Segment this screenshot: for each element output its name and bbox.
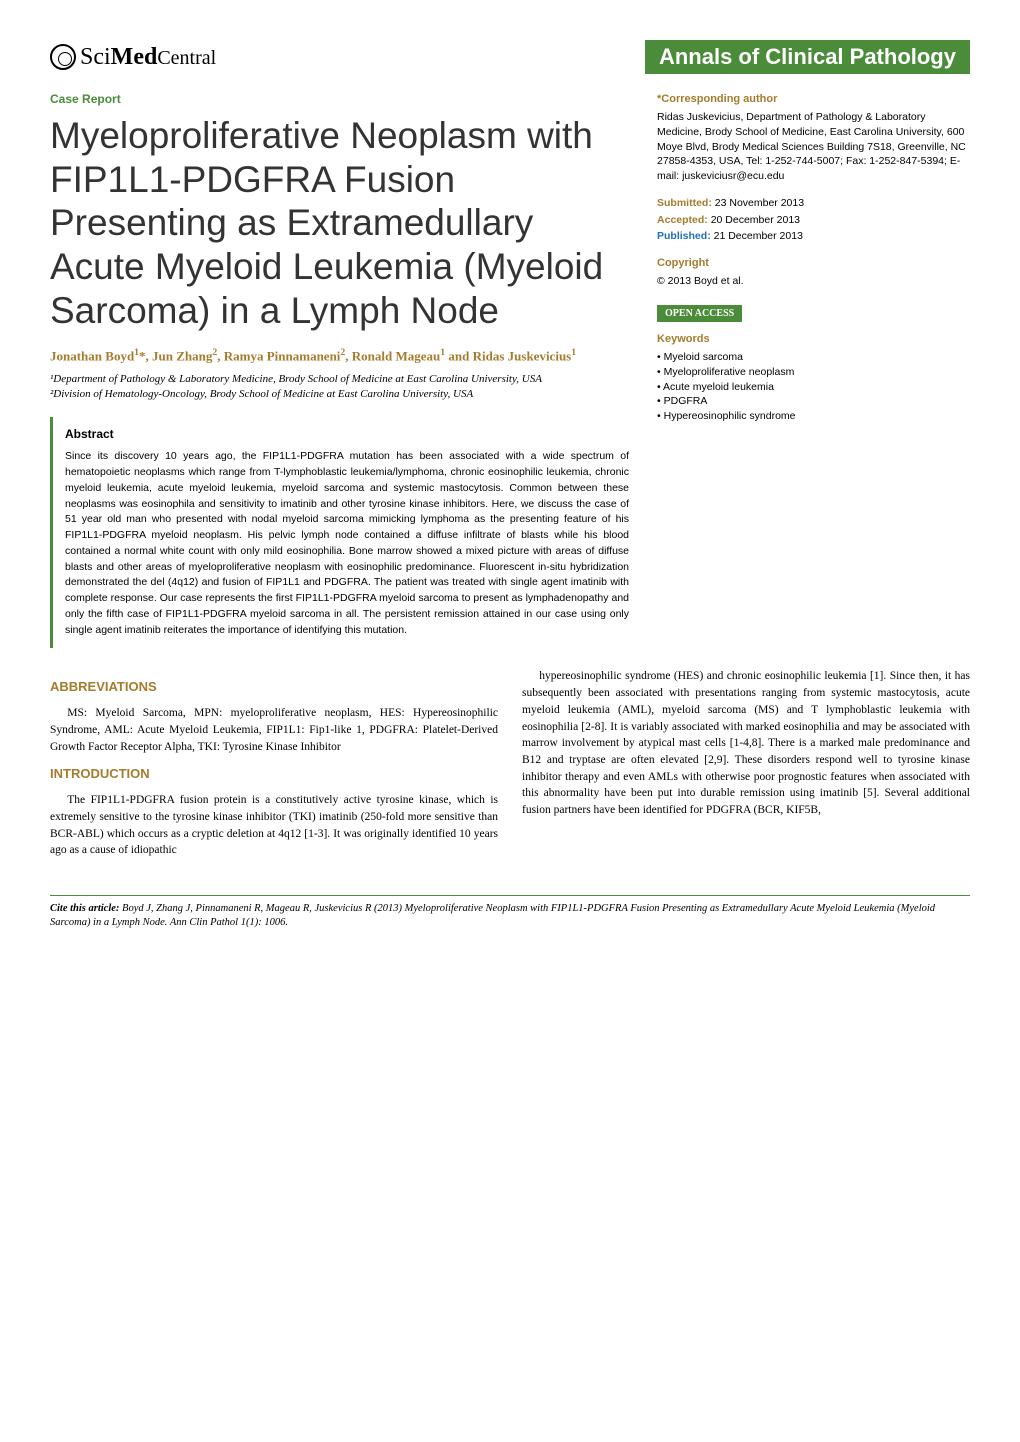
keywords-list: Myeloid sarcoma Myeloproliferative neopl… bbox=[657, 350, 970, 423]
copyright-block: Copyright © 2013 Boyd et al. bbox=[657, 256, 970, 289]
logo-sci: Sci bbox=[80, 44, 111, 70]
abstract-box: Abstract Since its discovery 10 years ag… bbox=[50, 417, 629, 648]
submitted-value: 23 November 2013 bbox=[715, 197, 804, 209]
submitted-label: Submitted: bbox=[657, 197, 712, 209]
header-row: SciMedCentral Annals of Clinical Patholo… bbox=[50, 40, 970, 74]
publisher-name: SciMedCentral bbox=[80, 44, 216, 71]
keyword-item: Hypereosinophilic syndrome bbox=[657, 409, 970, 424]
affiliations: ¹Department of Pathology & Laboratory Me… bbox=[50, 372, 629, 402]
article-title: Myeloproliferative Neoplasm with FIP1L1-… bbox=[50, 114, 629, 332]
submitted-line: Submitted: 23 November 2013 bbox=[657, 196, 970, 211]
abstract-text: Since its discovery 10 years ago, the FI… bbox=[65, 449, 629, 638]
introduction-heading: INTRODUCTION bbox=[50, 765, 498, 784]
keywords-block: Keywords Myeloid sarcoma Myeloproliferat… bbox=[657, 332, 970, 424]
citation-bar: Cite this article: Boyd J, Zhang J, Pinn… bbox=[50, 895, 970, 930]
affiliation-1: ¹Department of Pathology & Laboratory Me… bbox=[50, 372, 629, 387]
published-label: Published: bbox=[657, 230, 711, 242]
keyword-item: Myeloid sarcoma bbox=[657, 350, 970, 365]
published-line: Published: 21 December 2013 bbox=[657, 229, 970, 244]
published-value: 21 December 2013 bbox=[714, 230, 803, 242]
sidebar-column: *Corresponding author Ridas Juskevicius,… bbox=[657, 92, 970, 668]
introduction-p2: hypereosinophilic syndrome (HES) and chr… bbox=[522, 668, 970, 818]
logo-med: Med bbox=[111, 44, 158, 70]
abbreviations-heading: ABBREVIATIONS bbox=[50, 678, 498, 697]
journal-name: Annals of Clinical Pathology bbox=[659, 44, 956, 69]
accepted-line: Accepted: 20 December 2013 bbox=[657, 213, 970, 228]
article-type-label: Case Report bbox=[50, 92, 629, 106]
corresponding-author-label: *Corresponding author bbox=[657, 92, 970, 107]
dates-block: Submitted: 23 November 2013 Accepted: 20… bbox=[657, 196, 970, 244]
abbreviations-text: MS: Myeloid Sarcoma, MPN: myeloprolifera… bbox=[50, 705, 498, 755]
keywords-label: Keywords bbox=[657, 332, 970, 347]
main-column: Case Report Myeloproliferative Neoplasm … bbox=[50, 92, 629, 668]
logo-circle-icon bbox=[50, 44, 76, 70]
journal-name-bar: Annals of Clinical Pathology bbox=[645, 40, 970, 74]
authors-line: Jonathan Boyd1*, Jun Zhang2, Ramya Pinna… bbox=[50, 346, 629, 366]
logo-central: Central bbox=[157, 47, 216, 69]
copyright-value: © 2013 Boyd et al. bbox=[657, 274, 970, 289]
accepted-value: 20 December 2013 bbox=[711, 214, 800, 226]
corresponding-author-block: *Corresponding author Ridas Juskevicius,… bbox=[657, 92, 970, 184]
keyword-item: Myeloproliferative neoplasm bbox=[657, 365, 970, 380]
citation-text: Boyd J, Zhang J, Pinnamaneni R, Mageau R… bbox=[50, 903, 935, 928]
introduction-p1: The FIP1L1-PDGFRA fusion protein is a co… bbox=[50, 792, 498, 859]
corresponding-author-text: Ridas Juskevicius, Department of Patholo… bbox=[657, 110, 970, 183]
keyword-item: PDGFRA bbox=[657, 394, 970, 409]
body-columns: ABBREVIATIONS MS: Myeloid Sarcoma, MPN: … bbox=[50, 668, 970, 858]
abstract-heading: Abstract bbox=[65, 427, 629, 441]
accepted-label: Accepted: bbox=[657, 214, 708, 226]
affiliation-2: ²Division of Hematology-Oncology, Brody … bbox=[50, 387, 629, 402]
keyword-item: Acute myeloid leukemia bbox=[657, 380, 970, 395]
citation-label: Cite this article: bbox=[50, 903, 119, 914]
copyright-label: Copyright bbox=[657, 256, 970, 271]
open-access-badge: OPEN ACCESS bbox=[657, 305, 742, 322]
publisher-logo: SciMedCentral bbox=[50, 44, 216, 71]
